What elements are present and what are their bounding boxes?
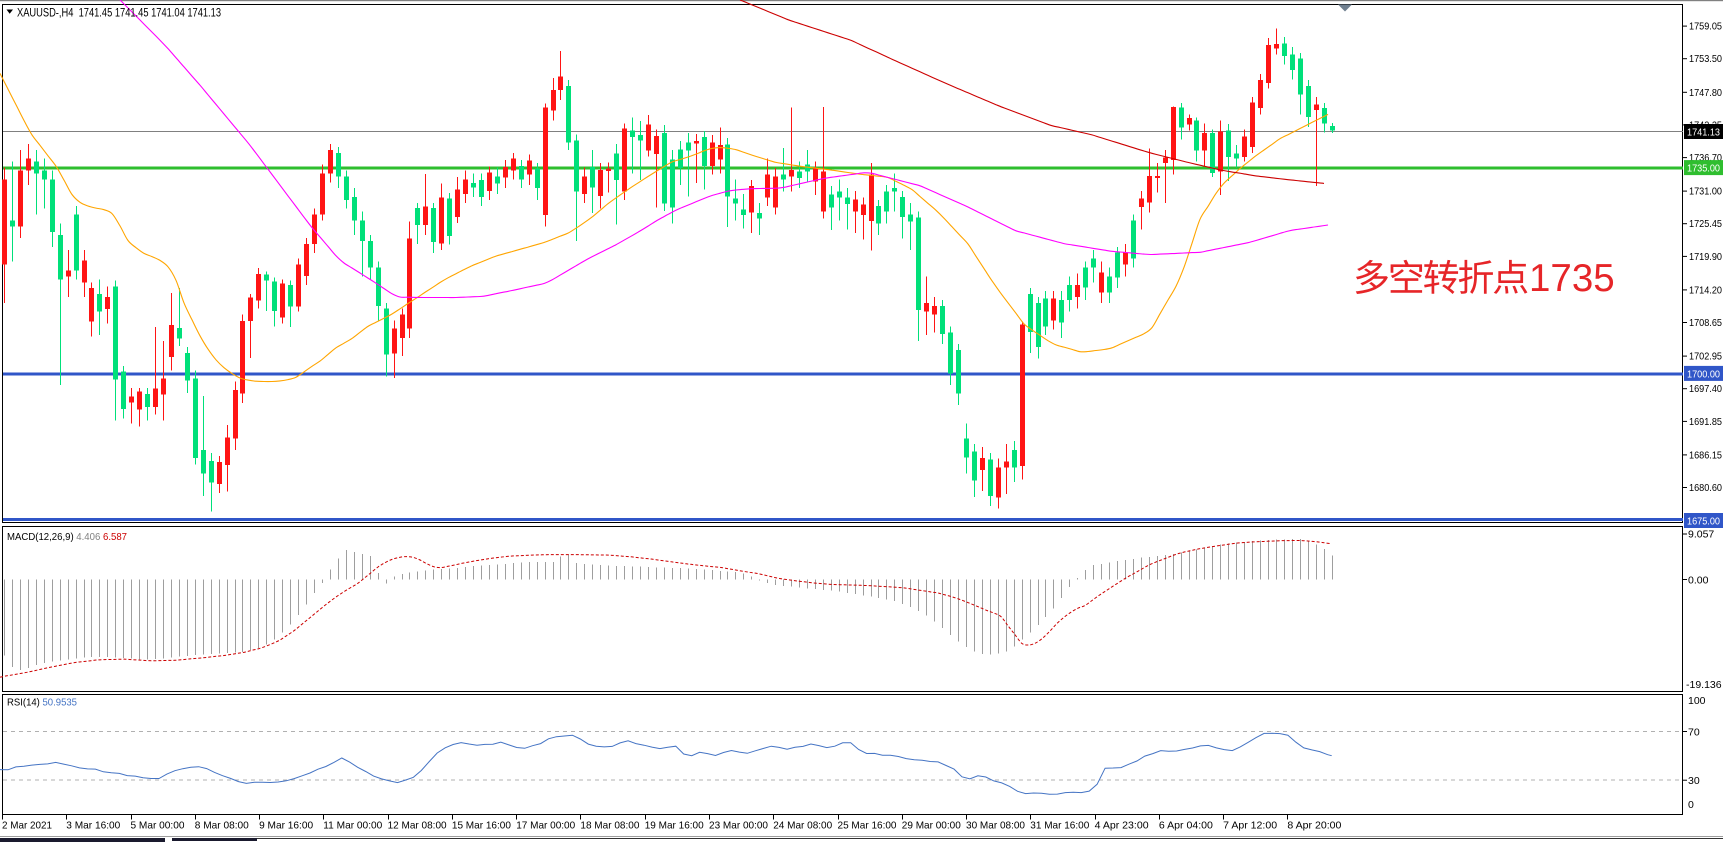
svg-text:1675.00: 1675.00 (1687, 516, 1720, 528)
svg-text:8 Mar 08:00: 8 Mar 08:00 (195, 820, 249, 832)
svg-text:25 Mar 16:00: 25 Mar 16:00 (838, 820, 897, 832)
svg-text:70: 70 (1688, 727, 1700, 739)
svg-text:30: 30 (1688, 775, 1700, 787)
svg-text:1741.13: 1741.13 (1687, 127, 1720, 139)
svg-text:1686.15: 1686.15 (1689, 449, 1722, 461)
svg-text:29 Mar 00:00: 29 Mar 00:00 (902, 820, 961, 832)
svg-text:24 Mar 08:00: 24 Mar 08:00 (773, 820, 832, 832)
svg-text:18 Mar 08:00: 18 Mar 08:00 (580, 820, 639, 832)
svg-text:1735: 1735 (1529, 257, 1615, 300)
svg-text:1725.45: 1725.45 (1689, 218, 1722, 230)
svg-text:-19.136: -19.136 (1686, 679, 1722, 691)
svg-text:5 Mar 00:00: 5 Mar 00:00 (131, 820, 185, 832)
svg-text:1759.05: 1759.05 (1689, 21, 1722, 33)
svg-text:30 Mar 08:00: 30 Mar 08:00 (966, 820, 1025, 832)
svg-text:2 Mar 2021: 2 Mar 2021 (2, 820, 52, 832)
svg-text:1697.40: 1697.40 (1689, 383, 1722, 395)
svg-text:19 Mar 16:00: 19 Mar 16:00 (645, 820, 704, 832)
svg-text:3 Mar 16:00: 3 Mar 16:00 (66, 820, 120, 832)
svg-text:17 Mar 00:00: 17 Mar 00:00 (516, 820, 575, 832)
svg-text:0: 0 (1688, 799, 1694, 811)
svg-text:1691.85: 1691.85 (1689, 416, 1722, 428)
svg-text:1680.60: 1680.60 (1689, 482, 1722, 494)
svg-text:XAUUSD-,H4 1741.45 1741.45 17: XAUUSD-,H4 1741.45 1741.45 1741.04 1741.… (17, 8, 221, 20)
svg-text:6 Apr 04:00: 6 Apr 04:00 (1159, 820, 1213, 832)
svg-text:1731.00: 1731.00 (1689, 186, 1722, 198)
svg-text:11 Mar 00:00: 11 Mar 00:00 (323, 820, 382, 832)
svg-text:9 Mar 16:00: 9 Mar 16:00 (259, 820, 313, 832)
svg-text:RSI(14) 50.9535: RSI(14) 50.9535 (7, 697, 77, 709)
svg-text:31 Mar 16:00: 31 Mar 16:00 (1030, 820, 1089, 832)
svg-text:23 Mar 00:00: 23 Mar 00:00 (709, 820, 768, 832)
svg-text:1719.90: 1719.90 (1689, 251, 1722, 263)
svg-text:9.057: 9.057 (1688, 529, 1714, 541)
svg-text:1714.20: 1714.20 (1689, 284, 1722, 296)
svg-text:12 Mar 08:00: 12 Mar 08:00 (388, 820, 447, 832)
svg-text:8 Apr 20:00: 8 Apr 20:00 (1287, 820, 1341, 832)
svg-text:MACD(12,26,9) 4.406 6.587: MACD(12,26,9) 4.406 6.587 (7, 531, 127, 543)
svg-text:1702.95: 1702.95 (1689, 351, 1722, 363)
svg-text:7 Apr 12:00: 7 Apr 12:00 (1223, 820, 1277, 832)
svg-text:1747.80: 1747.80 (1689, 87, 1722, 99)
svg-text:1708.65: 1708.65 (1689, 317, 1722, 329)
svg-text:1735.00: 1735.00 (1687, 163, 1720, 175)
svg-text:100: 100 (1688, 695, 1706, 707)
svg-text:0.00: 0.00 (1688, 575, 1709, 587)
svg-text:15 Mar 16:00: 15 Mar 16:00 (452, 820, 511, 832)
svg-text:1753.50: 1753.50 (1689, 53, 1722, 65)
svg-text:1700.00: 1700.00 (1687, 368, 1720, 380)
svg-text:4 Apr 23:00: 4 Apr 23:00 (1095, 820, 1149, 832)
